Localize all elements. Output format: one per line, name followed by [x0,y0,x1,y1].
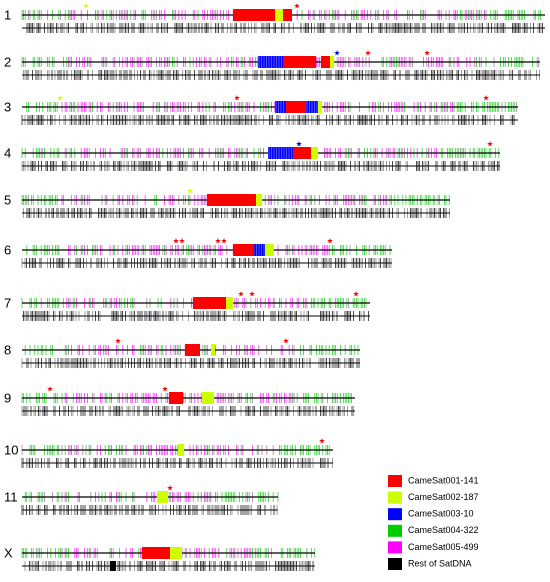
chromosome-label: 5 [4,192,11,207]
marker-star [294,3,300,9]
satdna-block [311,147,318,159]
legend-label: CameSat003-10 [408,509,474,519]
marker-star [234,95,240,101]
chromosome: X [4,545,316,571]
chromosome: 10 [4,442,333,468]
marker-star [319,438,325,444]
satdna-block [275,9,283,21]
satdna-block [265,244,274,256]
marker-star [173,238,179,244]
chromosome: 5 [4,192,450,218]
chromosome-label: 6 [4,242,11,257]
satdna-block [185,344,200,356]
satdna-block [283,56,316,68]
marker-star [115,338,121,344]
chromosome: 9 [4,390,355,416]
chromosome-label: 3 [4,99,11,114]
legend-label: CameSat004-322 [408,525,479,535]
satdna-block [170,547,182,559]
chromosome-label: 4 [4,145,11,160]
satdna-block [233,9,292,21]
marker-star [47,386,53,392]
legend-label: CameSat002-187 [408,492,479,502]
satdna-block [110,561,116,571]
chromosome: 2 [4,54,540,80]
chromosome-label: 10 [4,442,18,457]
chromosome-label: 11 [4,489,18,504]
satdna-block [202,392,214,404]
marker-star [57,95,63,101]
marker-star [353,291,359,297]
legend-swatch [388,524,402,537]
legend-label: CameSat001-141 [408,475,479,485]
marker-star [221,238,227,244]
satdna-block [226,297,233,309]
chromosome-label: 7 [4,295,11,310]
marker-star [327,238,333,244]
satdna-block [157,491,168,503]
satdna-block [275,101,286,113]
legend-swatch [388,475,402,487]
chromosome: 11 [4,489,279,515]
chromosome: 7 [4,295,370,321]
marker-star [167,485,173,491]
chromosome: 3 [4,99,518,125]
marker-star [162,386,168,392]
legend-swatch [388,491,402,504]
legend-swatch [388,508,402,521]
satdna-block [207,194,256,206]
satdna-block [330,56,334,68]
satdna-block [233,244,253,256]
marker-star [483,95,489,101]
marker-star [215,238,221,244]
legend: CameSat001-141 CameSat002-187 CameSat003-1… [388,475,479,570]
satdna-block [321,56,330,68]
chromosome-label: X [4,545,13,560]
satdna-block [286,101,306,113]
satdna-block [193,297,226,309]
marker-star [179,238,185,244]
marker-star [83,3,89,9]
chromosome-label: 9 [4,390,11,405]
chromosome-label: 1 [4,7,11,22]
marker-star [296,141,302,147]
satdna-block [178,444,184,456]
marker-star [334,50,340,56]
marker-star [283,338,289,344]
marker-star [424,50,430,56]
marker-star [187,188,193,194]
chromosome: 8 [4,342,360,368]
chromosome: 1 [4,7,545,33]
satdna-block [142,547,170,559]
marker-star [238,291,244,297]
chromosome: 4 [4,145,500,171]
legend-label: Rest of SatDNA [408,558,472,568]
chromosome-label: 2 [4,54,11,69]
legend-label: CameSat005-499 [408,542,479,552]
marker-star [249,291,255,297]
marker-star [487,141,493,147]
satdna-block [293,147,311,159]
chromosome-label: 8 [4,342,11,357]
satdna-block [211,344,215,356]
marker-star [365,50,371,56]
satdna-block [318,101,322,113]
satdna-block [169,392,183,404]
legend-swatch [388,558,402,570]
satdna-block [256,194,262,206]
legend-swatch [388,541,402,554]
chromosome: 6 [4,242,392,268]
